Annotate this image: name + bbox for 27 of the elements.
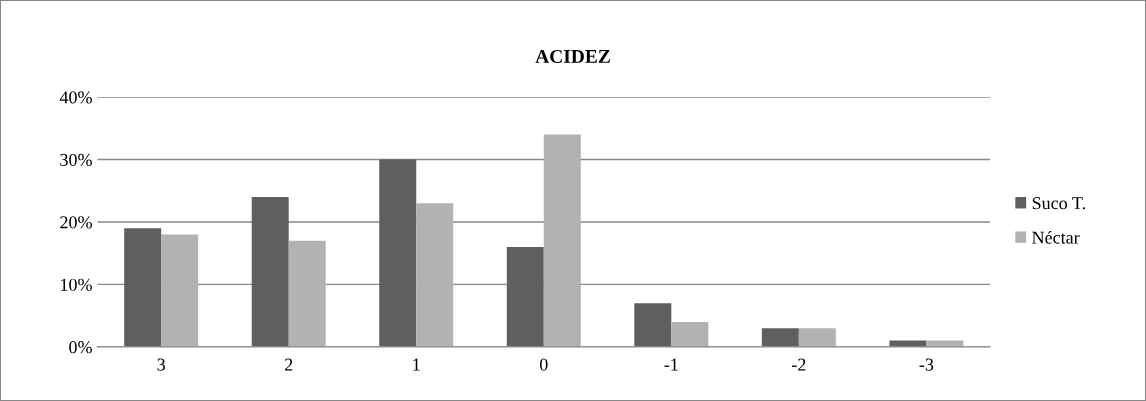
bar bbox=[251, 196, 289, 347]
x-tick-label: -2 bbox=[792, 358, 806, 371]
bar bbox=[416, 203, 454, 347]
x-tick-label: 0 bbox=[539, 358, 548, 371]
y-tick-label: 20% bbox=[60, 216, 92, 229]
bar bbox=[506, 246, 544, 347]
y-tick-label: 30% bbox=[60, 153, 92, 166]
x-tick-label: -1 bbox=[664, 358, 678, 371]
legend-label: Néctar bbox=[1032, 230, 1080, 244]
x-tick-label: -3 bbox=[919, 358, 934, 371]
y-tick-label: 10% bbox=[61, 278, 92, 291]
y-tick-label: 0% bbox=[69, 341, 92, 354]
bar bbox=[798, 328, 836, 347]
x-tick-label: 2 bbox=[284, 358, 293, 371]
bar bbox=[161, 234, 199, 347]
bar bbox=[379, 159, 417, 347]
y-tick-label: 40% bbox=[59, 91, 92, 104]
bar bbox=[761, 328, 799, 347]
chart-title: ACIDEZ bbox=[535, 49, 610, 64]
bar bbox=[671, 321, 709, 347]
legend-label: Suco T. bbox=[1032, 197, 1085, 210]
x-tick-label: 1 bbox=[413, 358, 420, 371]
bar bbox=[543, 134, 581, 347]
bar bbox=[288, 240, 326, 347]
x-tick-label: 3 bbox=[157, 358, 165, 371]
bar bbox=[124, 228, 162, 347]
bar bbox=[634, 303, 672, 347]
